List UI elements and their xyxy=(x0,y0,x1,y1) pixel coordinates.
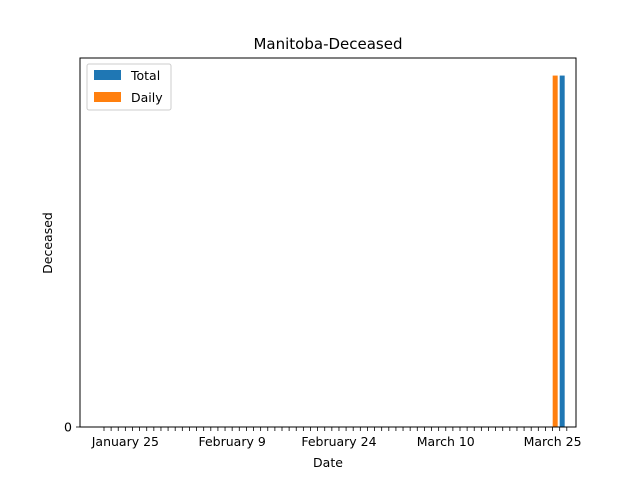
x-tick-label: February 9 xyxy=(198,434,265,449)
x-axis-label: Date xyxy=(313,455,343,470)
x-tick-label: March 25 xyxy=(524,434,582,449)
legend: Total Daily xyxy=(86,63,172,111)
bar-daily xyxy=(552,75,558,428)
y-axis-label: Deceased xyxy=(40,212,55,274)
legend-swatch-total xyxy=(94,70,121,80)
bar-total xyxy=(559,75,565,428)
legend-swatch-daily xyxy=(94,92,121,102)
bars-group xyxy=(552,75,565,428)
y-ticks-group: 0 xyxy=(64,420,80,435)
x-tick-label: March 10 xyxy=(417,434,475,449)
plot-frame xyxy=(79,57,577,428)
x-ticks-group: January 25 February 9 February 24 March 10 M… xyxy=(91,427,582,449)
x-tick-label: February 24 xyxy=(301,434,376,449)
y-tick-label: 0 xyxy=(64,420,72,435)
legend-label-total: Total xyxy=(130,68,160,83)
chart-title: Manitoba-Deceased xyxy=(253,35,402,53)
legend-label-daily: Daily xyxy=(131,90,163,105)
x-tick-label: January 25 xyxy=(91,434,159,449)
